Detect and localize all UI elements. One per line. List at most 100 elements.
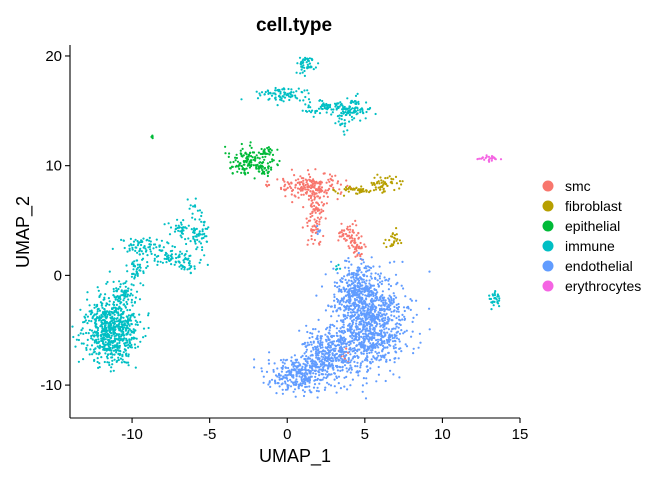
point xyxy=(115,333,118,336)
point xyxy=(266,89,269,92)
point xyxy=(288,183,291,186)
point xyxy=(394,327,397,330)
point xyxy=(327,349,330,352)
point xyxy=(188,262,191,265)
point xyxy=(323,357,326,361)
point xyxy=(353,117,356,120)
point xyxy=(328,361,331,365)
point xyxy=(270,94,274,97)
point xyxy=(333,299,336,302)
point xyxy=(358,301,361,304)
point xyxy=(346,314,350,317)
point xyxy=(324,333,327,336)
point xyxy=(267,98,270,101)
point xyxy=(130,262,134,266)
point xyxy=(374,112,377,116)
point xyxy=(352,341,355,344)
point xyxy=(128,341,131,344)
point xyxy=(269,161,272,164)
point xyxy=(347,279,350,282)
point xyxy=(328,173,332,176)
point xyxy=(285,371,288,374)
point xyxy=(340,111,343,115)
point xyxy=(106,347,109,350)
point xyxy=(120,333,123,336)
point xyxy=(345,239,348,242)
point xyxy=(360,301,363,305)
point xyxy=(313,196,317,199)
point xyxy=(135,290,139,293)
point xyxy=(385,245,388,249)
point xyxy=(395,227,398,230)
point xyxy=(354,94,358,97)
point xyxy=(357,343,361,346)
point xyxy=(124,349,127,352)
point xyxy=(368,295,371,298)
point xyxy=(261,171,264,174)
point xyxy=(360,185,363,188)
point xyxy=(240,142,243,146)
point xyxy=(273,362,276,365)
point xyxy=(355,249,358,252)
point xyxy=(361,390,364,393)
point xyxy=(378,281,382,284)
point xyxy=(129,314,133,317)
point xyxy=(96,326,100,330)
point xyxy=(350,188,353,191)
point xyxy=(193,267,196,270)
point xyxy=(371,343,374,346)
point xyxy=(340,288,343,291)
point xyxy=(372,328,375,331)
point xyxy=(346,293,349,296)
point xyxy=(392,178,395,181)
point xyxy=(109,346,112,349)
point xyxy=(395,331,398,334)
point xyxy=(396,308,400,311)
point xyxy=(339,267,342,270)
point xyxy=(167,256,170,259)
point xyxy=(86,298,89,301)
point xyxy=(326,108,329,111)
point xyxy=(136,251,139,254)
point xyxy=(119,357,122,360)
point xyxy=(388,343,391,346)
point xyxy=(129,319,133,322)
point xyxy=(292,91,295,94)
point xyxy=(373,176,376,179)
point xyxy=(248,144,252,147)
point xyxy=(129,333,132,336)
point xyxy=(309,179,312,182)
point xyxy=(115,290,118,293)
point xyxy=(134,249,137,252)
point xyxy=(150,252,153,255)
point xyxy=(359,241,362,245)
point xyxy=(282,358,285,361)
point xyxy=(123,342,126,345)
point xyxy=(356,277,360,280)
point xyxy=(395,182,398,185)
point xyxy=(315,228,318,231)
point xyxy=(131,246,134,249)
point xyxy=(201,246,204,249)
point xyxy=(352,251,355,254)
point xyxy=(198,240,201,243)
point xyxy=(75,338,78,341)
point xyxy=(364,314,367,317)
point xyxy=(377,299,380,302)
point xyxy=(200,220,203,223)
point xyxy=(322,234,325,238)
point xyxy=(346,290,349,293)
point xyxy=(383,319,386,322)
point xyxy=(313,383,317,386)
point xyxy=(319,190,323,193)
point xyxy=(373,334,376,337)
point xyxy=(365,189,368,192)
point xyxy=(318,374,321,377)
point xyxy=(161,261,164,264)
point xyxy=(299,175,302,178)
point xyxy=(359,257,362,260)
point xyxy=(362,302,365,305)
point xyxy=(306,57,309,60)
point xyxy=(323,191,326,194)
point xyxy=(84,313,88,316)
